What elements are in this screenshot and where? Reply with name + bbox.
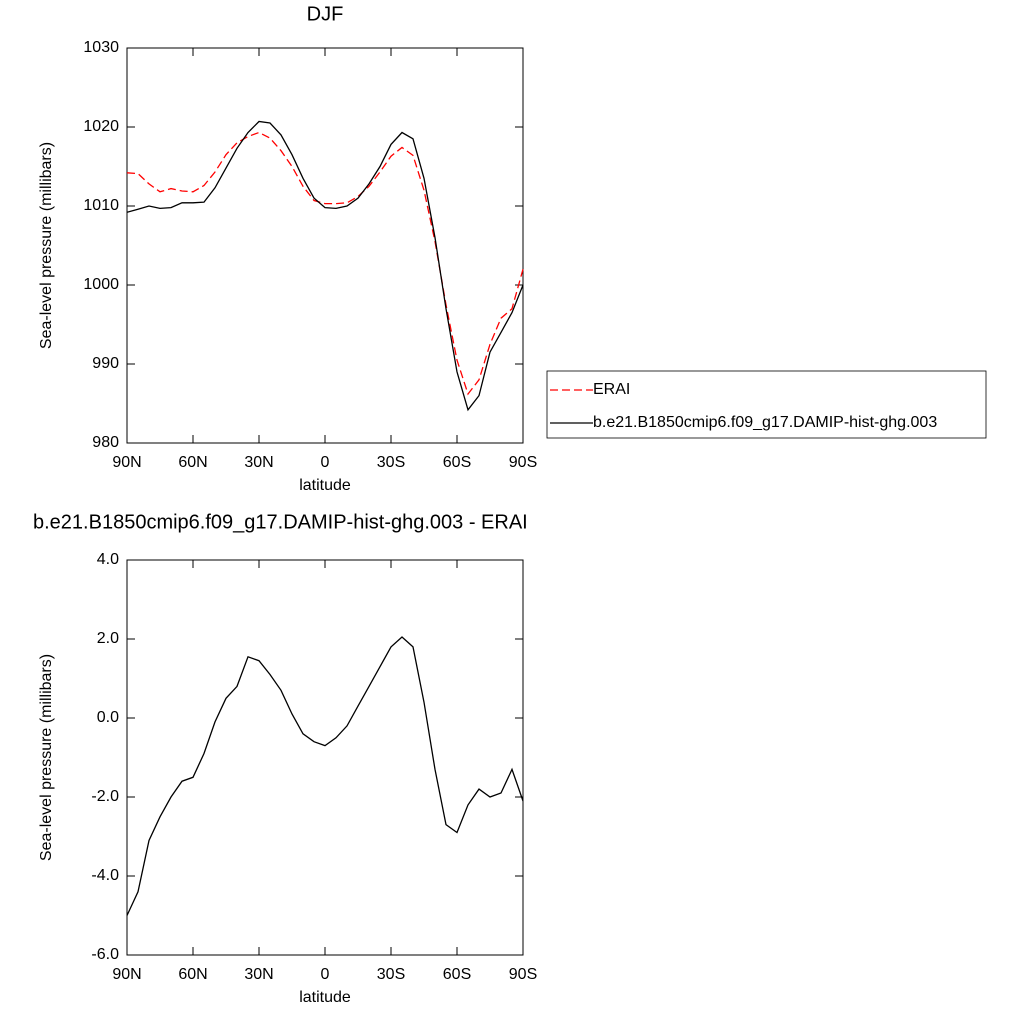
x-tick-label: 90S (509, 966, 537, 983)
y-tick-label: 4.0 (97, 551, 119, 568)
x-tick-label: 60N (178, 454, 207, 471)
x-tick-label: 60S (443, 454, 471, 471)
data-line (126, 131, 524, 396)
legend-box (546, 370, 987, 439)
data-line (126, 636, 524, 916)
legend-label: ERAI (593, 381, 630, 398)
x-axis-label: latitude (299, 989, 351, 1006)
plot-frame (126, 47, 524, 444)
y-tick-label: 1010 (83, 197, 119, 214)
x-axis-label: latitude (299, 477, 351, 494)
data-line (126, 120, 524, 412)
chart-title: b.e21.B1850cmip6.f09_g17.DAMIP-hist-ghg.… (33, 511, 528, 533)
plot-frame (126, 559, 524, 956)
y-tick-label: -2.0 (91, 788, 119, 805)
y-tick-label: 0.0 (97, 709, 119, 726)
x-tick-label: 60S (443, 966, 471, 983)
x-tick-label: 90N (112, 966, 141, 983)
x-tick-label: 30N (244, 966, 273, 983)
x-tick-label: 0 (321, 966, 330, 983)
y-tick-label: 980 (92, 434, 119, 451)
y-tick-label: 1020 (83, 118, 119, 135)
y-axis-label: Sea-level pressure (millibars) (38, 654, 55, 861)
y-tick-label: -4.0 (91, 867, 119, 884)
legend-label: b.e21.B1850cmip6.f09_g17.DAMIP-hist-ghg.… (593, 414, 937, 431)
y-tick-label: 1030 (83, 39, 119, 56)
y-tick-label: 2.0 (97, 630, 119, 647)
y-axis-label: Sea-level pressure (millibars) (38, 142, 55, 349)
x-tick-label: 30S (377, 454, 405, 471)
x-tick-label: 0 (321, 454, 330, 471)
x-tick-label: 30N (244, 454, 273, 471)
y-tick-label: -6.0 (91, 946, 119, 963)
y-tick-label: 1000 (83, 276, 119, 293)
x-tick-label: 30S (377, 966, 405, 983)
chart-title: DJF (307, 3, 344, 25)
x-tick-label: 90S (509, 454, 537, 471)
y-tick-label: 990 (92, 355, 119, 372)
x-tick-label: 60N (178, 966, 207, 983)
x-tick-label: 90N (112, 454, 141, 471)
